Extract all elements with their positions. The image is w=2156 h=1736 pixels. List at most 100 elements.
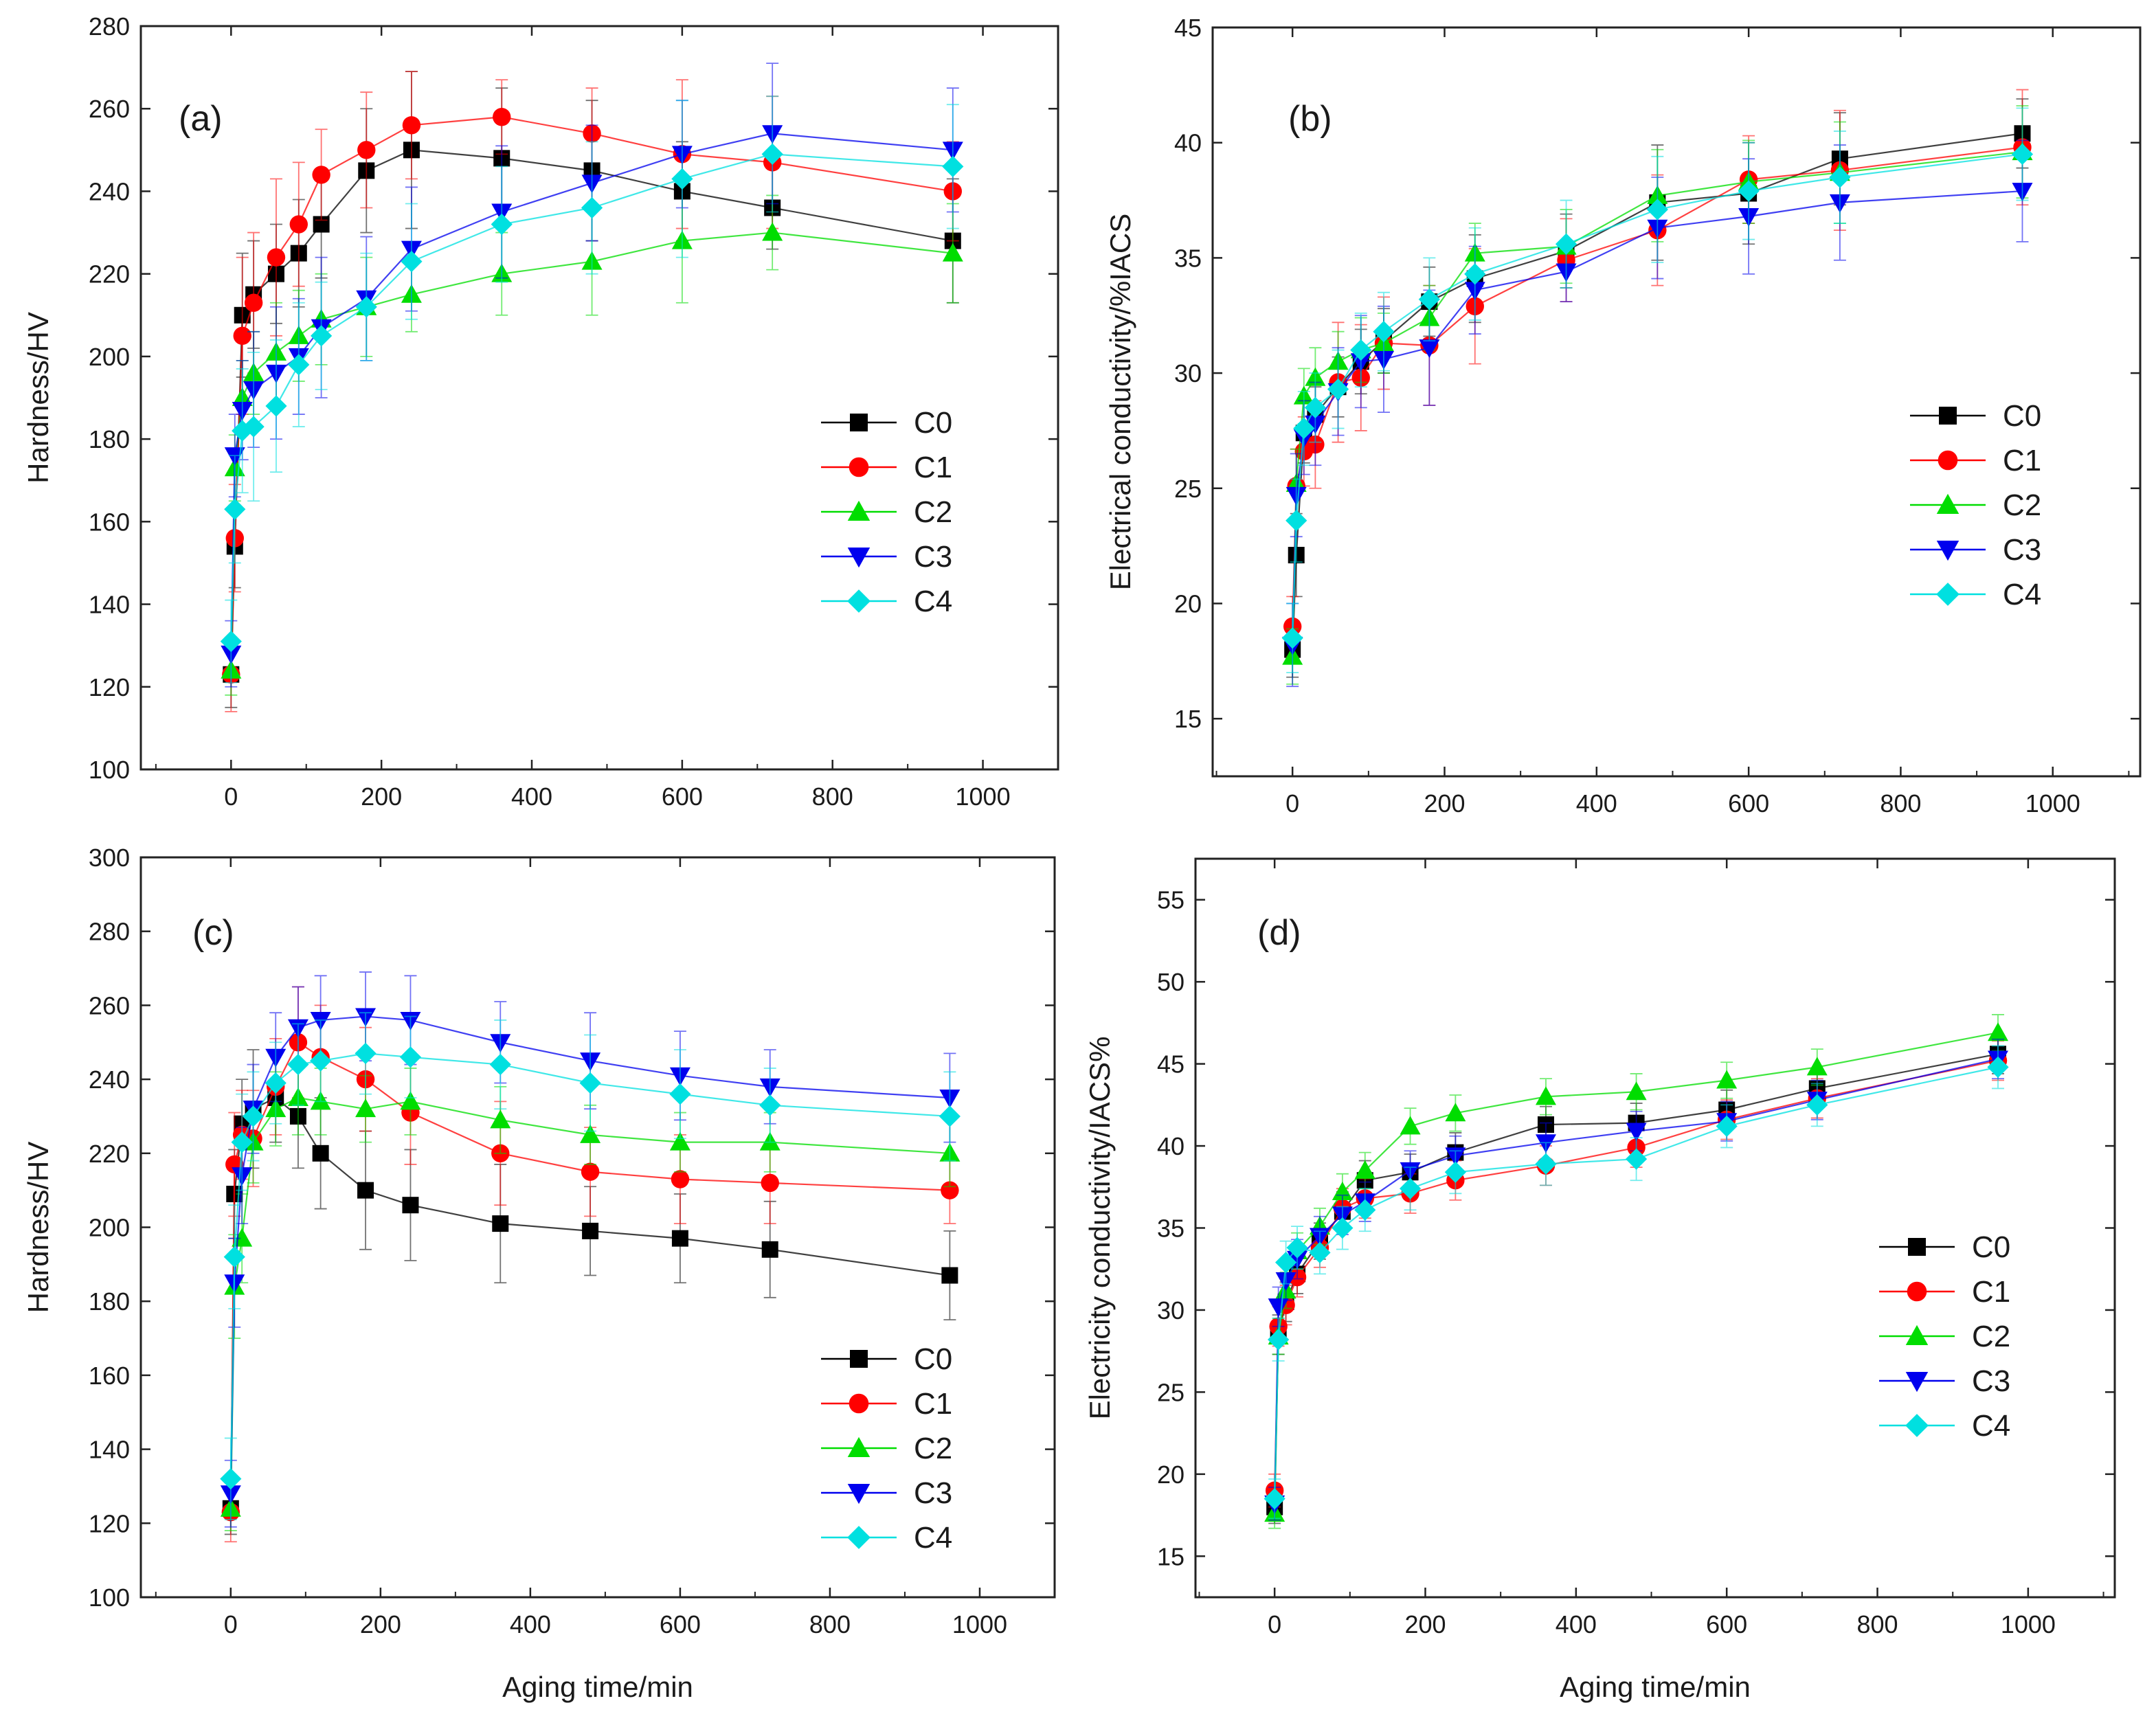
y-tick-label: 50	[1157, 968, 1184, 996]
y-axis-label: Hardness/HV	[22, 1142, 54, 1314]
data-point	[233, 326, 251, 346]
y-axis-label: Hardness/HV	[22, 312, 54, 484]
legend: C0 C1 C2 C3 C4	[821, 1342, 952, 1555]
x-tick-label: 1000	[2025, 789, 2080, 818]
panel-a: 0 200 400 600 800 1000 100 120 140 160 180 200 220 24…	[22, 12, 1059, 811]
legend-label: C4	[2003, 578, 2041, 611]
legend-marker	[849, 1393, 869, 1414]
x-tick-label: 600	[1728, 789, 1769, 818]
data-point	[1418, 289, 1440, 311]
data-point	[1988, 1022, 2009, 1041]
data-point	[490, 1109, 511, 1129]
plot-frame	[139, 25, 1059, 771]
legend-marker	[1936, 493, 1960, 514]
legend: C0 C1 C2 C3 C4	[1910, 399, 2041, 611]
x-tick-label: 800	[1856, 1610, 1898, 1638]
data-point	[761, 1241, 778, 1258]
data-point	[941, 1267, 958, 1284]
legend-label: C4	[914, 585, 952, 618]
legend-label: C4	[914, 1521, 952, 1555]
data-point	[1646, 199, 1668, 221]
legend-label: C2	[1972, 1320, 2010, 1353]
y-tick-label: 40	[1174, 129, 1202, 157]
x-tick-label: 1000	[2001, 1610, 2056, 1638]
x-tick-label: 400	[1556, 1610, 1597, 1638]
data-point	[579, 1072, 601, 1094]
data-point	[310, 1050, 332, 1072]
data-point	[288, 354, 310, 376]
data-point	[1268, 1298, 1289, 1318]
y-axis-label: Electrical conductivity/%IACS	[1104, 214, 1136, 591]
legend-marker	[1936, 541, 1960, 561]
y-tick-label: 120	[89, 673, 130, 701]
data-point	[311, 325, 333, 347]
y-tick-label: 40	[1157, 1132, 1184, 1160]
data-point	[1716, 1115, 1738, 1137]
x-tick-label: 800	[1880, 789, 1921, 818]
data-point	[1400, 1116, 1421, 1135]
y-tick-label: 260	[89, 95, 130, 123]
data-point	[1373, 321, 1395, 343]
y-tick-label: 240	[89, 177, 130, 205]
legend: C0 C1 C2 C3 C4	[1879, 1230, 2010, 1443]
plot-frame	[1211, 26, 2142, 778]
legend-marker	[1938, 450, 1958, 471]
data-point	[399, 1046, 422, 1068]
legend-label: C0	[2003, 399, 2041, 433]
data-point	[1626, 1123, 1647, 1142]
legend-marker	[1936, 583, 1960, 606]
data-point	[223, 1245, 245, 1268]
y-tick-label: 45	[1174, 14, 1202, 42]
data-point	[581, 196, 603, 219]
data-point	[671, 1170, 690, 1188]
legend-marker	[850, 1350, 868, 1368]
data-point	[265, 1072, 287, 1094]
data-point	[1444, 1161, 1466, 1183]
data-point	[1626, 1081, 1647, 1101]
legend-marker	[1905, 1324, 1929, 1345]
y-tick-label: 35	[1174, 244, 1202, 272]
x-tick-label: 800	[809, 1610, 851, 1638]
data-point	[1464, 263, 1486, 285]
y-tick-label: 45	[1157, 1050, 1184, 1079]
series-line-C3	[229, 1015, 950, 1494]
legend-label: C0	[914, 406, 952, 440]
data-point	[1304, 396, 1326, 418]
legend-label: C3	[2003, 533, 2041, 567]
data-point	[1419, 339, 1440, 359]
data-point	[1738, 180, 1760, 202]
data-point	[312, 1145, 329, 1162]
data-point	[1275, 1252, 1297, 1274]
data-point	[244, 293, 263, 312]
y-tick-label: 280	[89, 12, 130, 41]
data-point	[220, 631, 242, 653]
data-point	[289, 215, 308, 234]
legend-label: C2	[914, 495, 952, 529]
data-point	[265, 395, 287, 417]
x-tick-label: 0	[224, 1610, 238, 1638]
data-point	[243, 416, 265, 438]
x-tick-label: 200	[1404, 1610, 1446, 1638]
data-point	[355, 1042, 377, 1065]
data-point	[491, 213, 513, 236]
data-point	[357, 1182, 374, 1199]
legend-marker	[847, 1484, 871, 1504]
data-point	[1354, 1160, 1375, 1179]
x-tick-label: 600	[1706, 1610, 1747, 1638]
data-point	[759, 1094, 781, 1116]
data-point	[1309, 1241, 1331, 1263]
legend-marker	[1907, 1281, 1927, 1302]
data-point	[1555, 233, 1577, 255]
legend-label: C1	[914, 451, 952, 484]
y-tick-label: 200	[89, 343, 130, 371]
data-point	[2011, 143, 2034, 166]
y-tick-label: 240	[89, 1066, 130, 1094]
legend-label: C3	[1972, 1364, 2010, 1398]
legend-label: C3	[914, 540, 952, 574]
y-tick-label: 25	[1157, 1378, 1184, 1406]
x-tick-label: 800	[812, 782, 853, 811]
x-axis-label: Aging time/min	[1560, 1671, 1751, 1703]
data-point	[761, 1173, 779, 1193]
legend-marker	[847, 1526, 871, 1549]
y-tick-label: 20	[1174, 589, 1202, 618]
